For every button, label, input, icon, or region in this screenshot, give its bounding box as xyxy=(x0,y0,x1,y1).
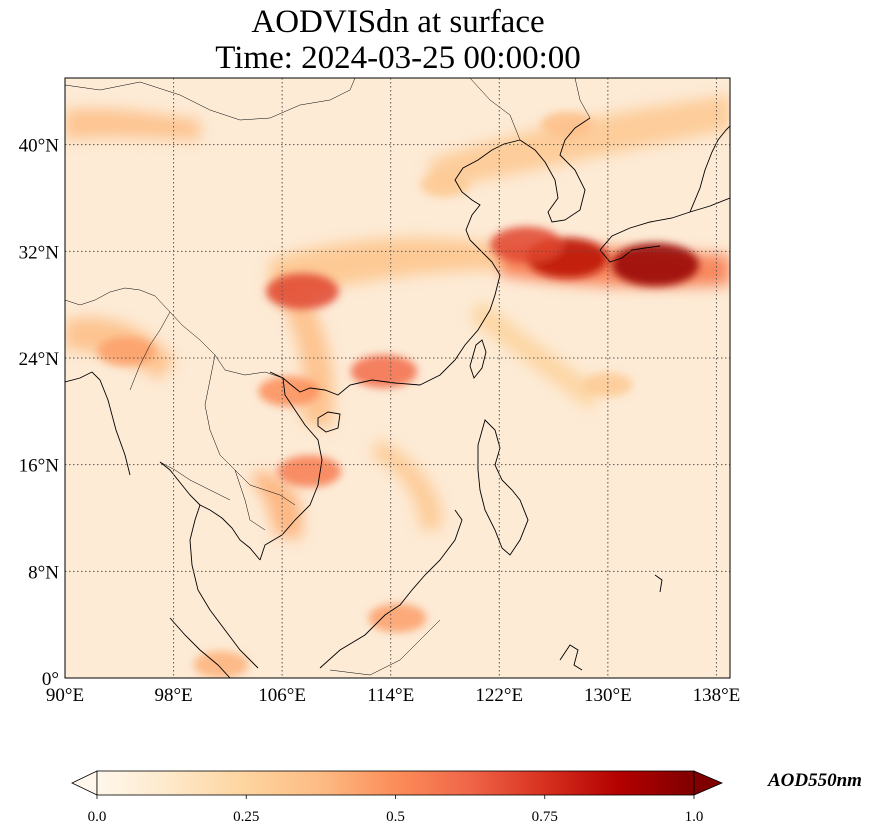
y-axis-ticks: 0° 8°N 16°N 24°N 32°N 40°N xyxy=(19,136,60,690)
aod-plume-4 xyxy=(65,108,200,140)
y-tick-label: 16°N xyxy=(19,456,60,477)
colorbar-extend-max xyxy=(693,770,724,796)
aod-plume-7 xyxy=(250,470,303,540)
x-axis-ticks: 90°E 98°E 106°E 114°E 122°E 130°E 138°E xyxy=(46,685,740,706)
aod-plume-9 xyxy=(370,440,442,530)
aod-hotspot-9 xyxy=(368,603,427,633)
map-title-line1: AODVISdn at surface xyxy=(251,4,545,40)
x-tick-label: 106°E xyxy=(258,685,306,706)
map-gridlines xyxy=(65,78,730,678)
aod-hotspot-3 xyxy=(490,226,563,263)
aod-hotspot-10 xyxy=(193,650,249,678)
aod-hotspot-12 xyxy=(541,111,594,138)
aod-hotspot-8 xyxy=(97,336,156,366)
x-tick-label: 114°E xyxy=(367,685,414,706)
aod-hotspots xyxy=(97,111,699,678)
y-tick-label: 0° xyxy=(42,669,59,690)
y-tick-label: 32°N xyxy=(19,242,60,263)
aod-plume-5 xyxy=(280,300,334,430)
colorbar-tick-label: 1.0 xyxy=(685,809,704,825)
colorbar-tick-label: 0.75 xyxy=(532,809,558,825)
y-tick-label: 40°N xyxy=(19,136,60,157)
aod-hotspot-5 xyxy=(350,354,418,388)
y-tick-label: 24°N xyxy=(19,349,60,370)
x-tick-label: 138°E xyxy=(693,685,741,706)
colorbar-extend-min xyxy=(71,770,98,796)
aod-hotspot-1 xyxy=(611,242,699,287)
y-tick-label: 8°N xyxy=(28,562,59,583)
aod-plume-8 xyxy=(470,300,600,410)
colorbar-tick-label: 0.25 xyxy=(233,809,259,825)
colorbar: 0.0 0.25 0.5 0.75 1.0 xyxy=(71,770,724,825)
x-tick-label: 130°E xyxy=(584,685,632,706)
colorbar-tick-label: 0.0 xyxy=(88,809,107,825)
aod-hotspot-6 xyxy=(258,376,320,407)
aod-hotspot-11 xyxy=(420,172,470,197)
colorbar-ticks: 0.0 0.25 0.5 0.75 1.0 xyxy=(88,795,704,825)
coastlines xyxy=(65,117,730,678)
colorbar-tick-label: 0.5 xyxy=(386,809,405,825)
colorbar-label: AOD550nm xyxy=(768,770,862,791)
aod-plume-3 xyxy=(430,95,730,190)
map-title-line2: Time: 2024-03-25 00:00:00 xyxy=(215,40,581,76)
country-borders xyxy=(65,78,591,676)
x-tick-label: 90°E xyxy=(46,685,84,706)
map-frame xyxy=(64,77,731,679)
x-tick-label: 122°E xyxy=(475,685,523,706)
colorbar-gradient xyxy=(96,770,695,796)
aod-hotspot-7 xyxy=(277,455,342,488)
aod-hotspot-4 xyxy=(266,273,339,310)
aod-hotspot-13 xyxy=(583,372,633,397)
x-tick-label: 98°E xyxy=(154,685,192,706)
map-area xyxy=(65,78,730,678)
